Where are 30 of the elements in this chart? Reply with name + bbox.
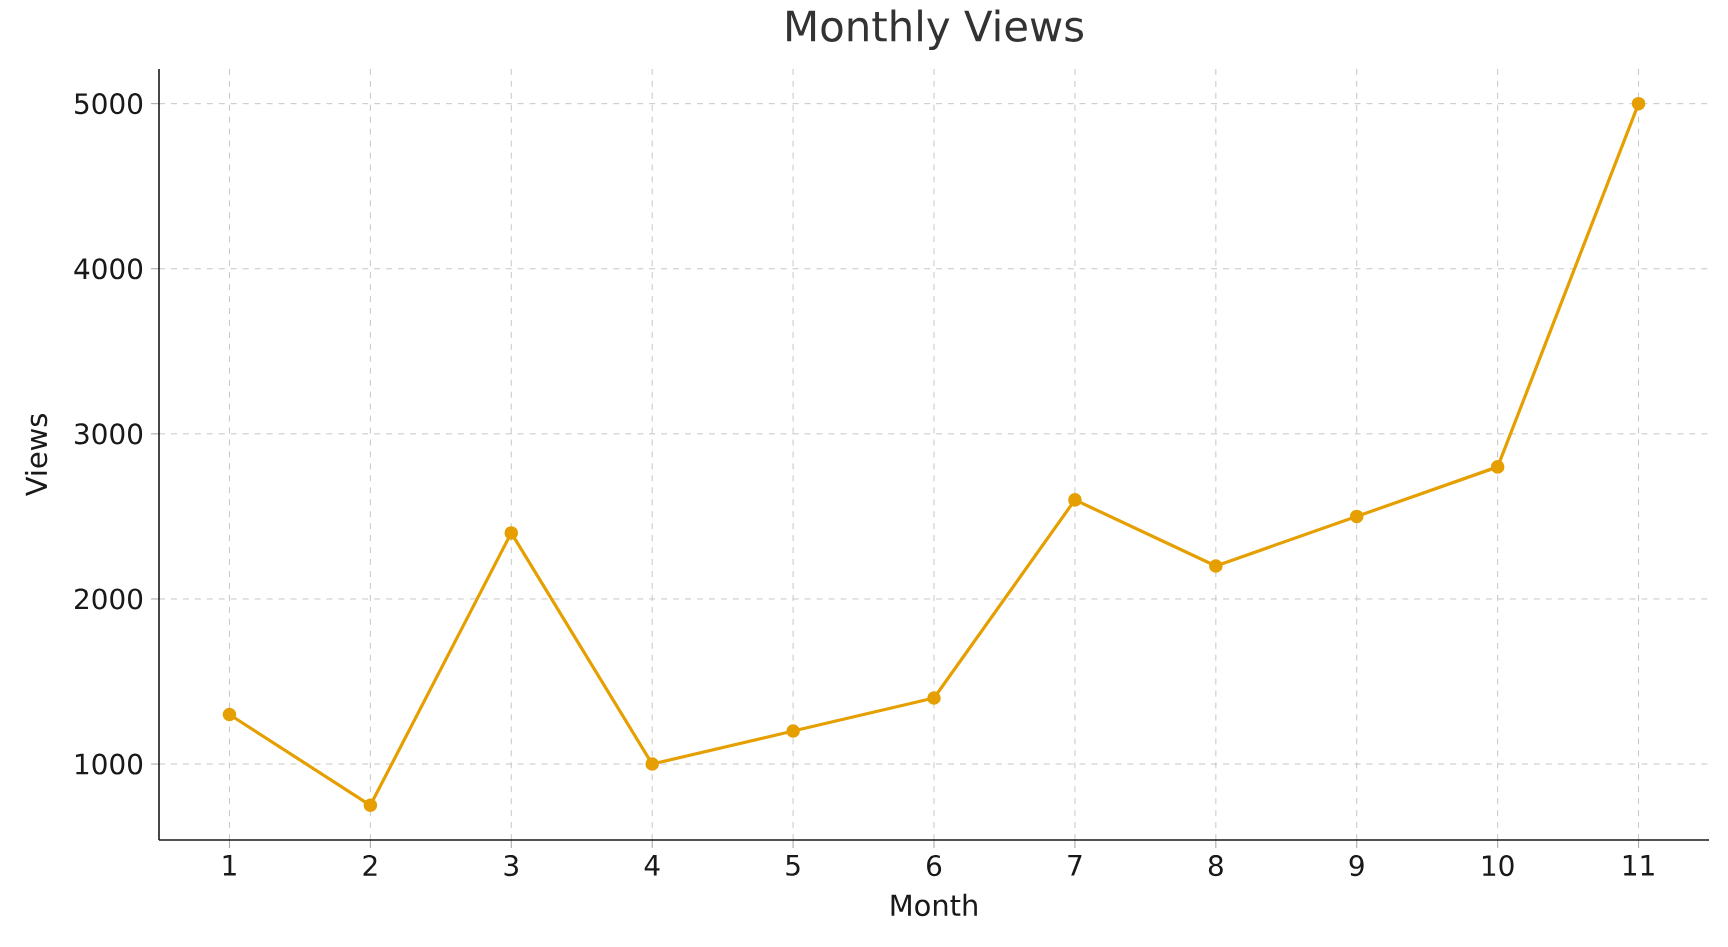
x-tick-label: 3 bbox=[504, 855, 518, 877]
chart-title: Monthly Views bbox=[787, 9, 1083, 50]
x-tick-label: 7 bbox=[1068, 855, 1082, 876]
x-tick-label: 10 bbox=[1482, 855, 1514, 877]
x-tick-label: 1 bbox=[223, 855, 236, 876]
point bbox=[363, 798, 378, 813]
point bbox=[1068, 493, 1082, 507]
y-axis-title: Views bbox=[24, 414, 48, 497]
point bbox=[645, 757, 659, 771]
x-tick-label: 9 bbox=[1349, 855, 1364, 877]
point bbox=[1209, 559, 1223, 573]
y-tick-label: 1000 bbox=[76, 753, 143, 775]
point bbox=[786, 724, 800, 738]
y-tick-label: 5000 bbox=[75, 93, 143, 115]
x-tick-label: 8 bbox=[1208, 855, 1223, 877]
y-tick-label: 4000 bbox=[74, 258, 143, 280]
point bbox=[1631, 96, 1646, 111]
point bbox=[1349, 509, 1364, 524]
x-tick-label: 2 bbox=[363, 855, 377, 876]
x-tick-label: 4 bbox=[644, 855, 660, 876]
point bbox=[927, 691, 941, 705]
x-axis-title: Month bbox=[891, 893, 977, 917]
point bbox=[504, 526, 519, 540]
x-tick-label: 5 bbox=[786, 855, 800, 876]
x-tick-label: 11 bbox=[1623, 855, 1654, 876]
x-tick-label: 6 bbox=[927, 855, 942, 877]
y-tick-label: 3000 bbox=[75, 423, 143, 445]
point bbox=[222, 707, 237, 722]
point bbox=[1490, 460, 1505, 474]
y-tick-label: 2000 bbox=[75, 588, 143, 610]
